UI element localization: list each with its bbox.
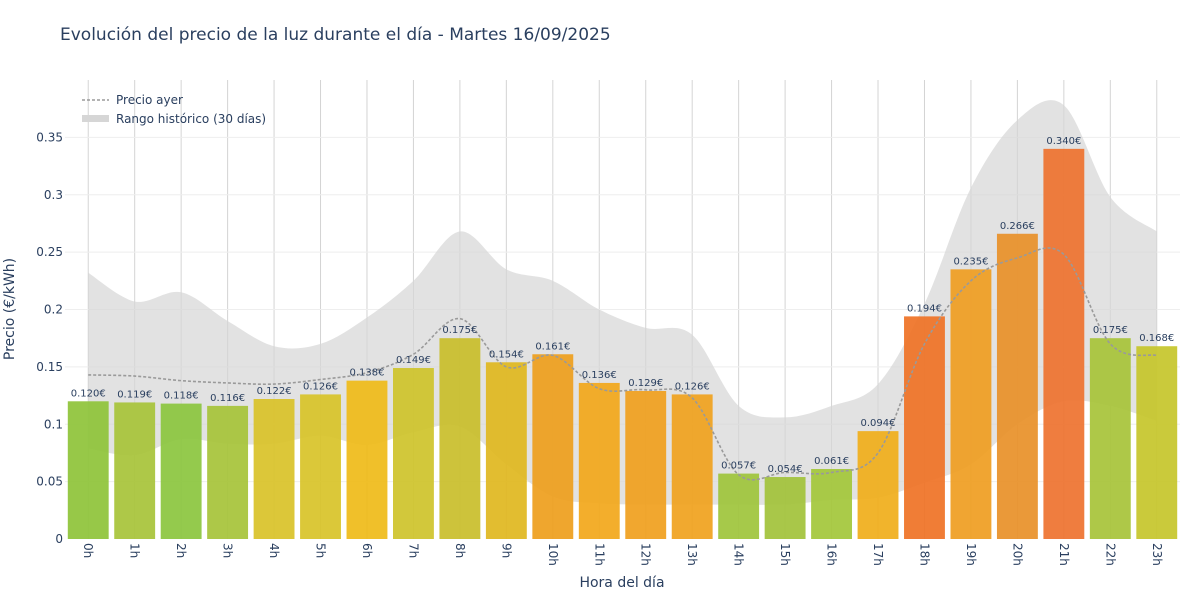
x-tick-label-7h: 7h [406, 543, 420, 558]
x-tick-label-4h: 4h [267, 543, 281, 558]
bar-22h [1089, 338, 1131, 539]
legend-band-swatch [82, 115, 109, 122]
x-tick-label-1h: 1h [128, 543, 142, 558]
bar-label-11h: 0.136€ [582, 370, 617, 381]
bar-4h [253, 399, 295, 539]
y-tick-label: 0.3 [44, 188, 63, 202]
x-tick-label-14h: 14h [732, 543, 746, 566]
x-tick-label-22h: 22h [1103, 543, 1117, 566]
x-tick-label-8h: 8h [453, 543, 467, 558]
y-tick-label: 0.35 [36, 130, 63, 144]
bar-label-8h: 0.175€ [442, 325, 477, 336]
bar-17h [857, 431, 899, 539]
bar-20h [996, 233, 1038, 539]
bar-12h [625, 390, 667, 539]
x-tick-label-19h: 19h [964, 543, 978, 566]
bar-label-21h: 0.340€ [1046, 136, 1081, 147]
x-tick-label-23h: 23h [1150, 543, 1164, 566]
yesterday-line-path [88, 247, 1157, 481]
bar-label-3h: 0.116€ [210, 393, 245, 404]
bar-5h [300, 394, 341, 539]
bar-10h [532, 354, 574, 539]
bar-2h [160, 403, 202, 539]
x-tick-label-20h: 20h [1010, 543, 1024, 566]
bar-label-1h: 0.119€ [117, 389, 152, 400]
bar-label-10h: 0.161€ [535, 341, 570, 352]
x-tick-label-15h: 15h [778, 543, 792, 566]
y-tick-label: 0.05 [36, 475, 63, 489]
bar-label-22h: 0.175€ [1093, 325, 1128, 336]
y-tick-label: 0.2 [44, 303, 63, 317]
bar-label-5h: 0.126€ [303, 381, 338, 392]
bar-label-9h: 0.154€ [489, 349, 524, 360]
bar-3h [207, 405, 249, 539]
bar-label-20h: 0.266€ [1000, 221, 1035, 232]
bar-label-23h: 0.168€ [1139, 333, 1174, 344]
bar-21h [1043, 148, 1085, 539]
x-tick-label-21h: 21h [1057, 543, 1071, 566]
bar-19h [950, 269, 992, 539]
x-tick-label-12h: 12h [639, 543, 653, 566]
bar-16h [811, 469, 853, 539]
bar-15h [764, 477, 806, 539]
bar-label-14h: 0.057€ [721, 461, 756, 472]
chart-title: Evolución del precio de la luz durante e… [60, 25, 611, 45]
legend-label-yesterday: Precio ayer [116, 93, 183, 107]
x-tick-label-18h: 18h [917, 543, 931, 566]
x-axis-title: Hora del día [579, 575, 664, 591]
bar-label-4h: 0.122€ [257, 386, 292, 397]
x-tick-label-2h: 2h [174, 543, 188, 558]
bar-6h [346, 380, 388, 539]
historical-range-area [88, 100, 1157, 505]
x-tick-label-9h: 9h [499, 543, 513, 558]
bar-7h [392, 368, 434, 539]
y-tick-label: 0.15 [36, 360, 63, 374]
bar-23h [1136, 346, 1178, 539]
x-tick-label-16h: 16h [825, 543, 839, 566]
bar-label-0h: 0.120€ [71, 388, 106, 399]
bar-label-17h: 0.094€ [861, 418, 896, 429]
x-axis: 0h 1h 2h 3h 4h 5h 6h 7h 8h 9h 10h 11h 12h 13h 14h 15h 16… [81, 543, 1164, 566]
bar-14h [718, 473, 760, 539]
bar-label-6h: 0.138€ [349, 368, 384, 379]
bar-13h [671, 394, 713, 539]
x-tick-label-17h: 17h [871, 543, 885, 566]
x-tick-label-3h: 3h [221, 543, 235, 558]
y-axis: 0 0.05 0.1 0.15 0.2 0.25 0.3 0.35 [36, 130, 63, 546]
x-tick-label-6h: 6h [360, 543, 374, 558]
legend-label-range: Rango histórico (30 días) [116, 112, 266, 126]
bar-0h [67, 401, 109, 539]
historical-range-band [88, 100, 1157, 505]
bar-label-19h: 0.235€ [953, 256, 988, 267]
x-tick-label-0h: 0h [81, 543, 95, 558]
x-tick-label-11h: 11h [592, 543, 606, 566]
bar-label-13h: 0.126€ [675, 381, 710, 392]
bar-8h [439, 338, 481, 539]
bar-9h [485, 362, 527, 539]
x-tick-label-5h: 5h [314, 543, 328, 558]
bar-label-7h: 0.149€ [396, 355, 431, 366]
bars [67, 148, 1178, 539]
bar-labels: 0.120€ 0.119€ 0.118€ 0.116€ 0.122€ 0.126€ 0.13… [71, 136, 1175, 475]
legend: Precio ayer Rango histórico (30 días) [82, 93, 266, 126]
bar-label-18h: 0.194€ [907, 303, 942, 314]
y-axis-title: Precio (€/kWh) [2, 258, 18, 360]
y-tick-label: 0.1 [44, 417, 63, 431]
y-tick-label: 0 [55, 532, 63, 546]
bar-label-15h: 0.054€ [768, 464, 803, 475]
bar-label-12h: 0.129€ [628, 378, 663, 389]
bar-label-2h: 0.118€ [164, 391, 199, 402]
x-tick-label-10h: 10h [546, 543, 560, 566]
bar-18h [904, 316, 945, 539]
y-tick-label: 0.25 [36, 245, 63, 259]
bar-label-16h: 0.061€ [814, 456, 849, 467]
x-tick-label-13h: 13h [685, 543, 699, 566]
yesterday-line [88, 247, 1157, 481]
bar-1h [114, 402, 156, 539]
bar-11h [578, 382, 620, 539]
